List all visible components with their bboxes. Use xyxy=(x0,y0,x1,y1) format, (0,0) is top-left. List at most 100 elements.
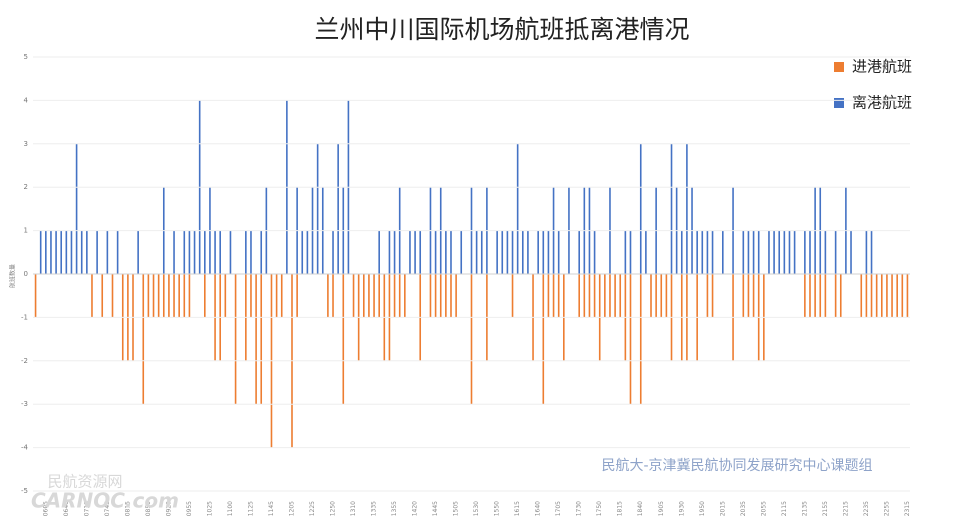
x-tick-label: 2115 xyxy=(781,501,788,516)
bar xyxy=(445,230,447,274)
bar xyxy=(116,230,119,274)
bar xyxy=(809,274,811,318)
bar xyxy=(475,230,478,274)
bar xyxy=(362,274,365,318)
bar xyxy=(219,230,221,274)
x-tick-label: 2155 xyxy=(822,501,829,516)
bar xyxy=(429,274,432,318)
bar xyxy=(39,230,42,274)
bar xyxy=(629,230,632,274)
legend-label: 进港航班 xyxy=(852,58,912,76)
bar xyxy=(609,274,611,318)
bar xyxy=(593,230,596,274)
bar xyxy=(378,230,380,274)
bar xyxy=(711,274,714,318)
y-tick-label: 2 xyxy=(24,183,28,191)
bar xyxy=(686,143,688,274)
bar xyxy=(414,230,416,274)
bar xyxy=(778,230,781,274)
bar xyxy=(537,230,539,274)
bar xyxy=(393,274,396,318)
bar xyxy=(378,274,380,318)
x-tick-label: 2055 xyxy=(760,501,767,516)
x-tick-label: 1025 xyxy=(206,501,213,516)
bar xyxy=(906,274,909,318)
chart-title: 兰州中川国际机场航班抵离港情况 xyxy=(314,15,689,44)
bar xyxy=(578,230,581,274)
x-tick-label: 1640 xyxy=(535,501,542,516)
source-mark: CARNOC.com xyxy=(31,489,179,513)
bar xyxy=(137,230,139,274)
bar xyxy=(660,274,663,318)
bar xyxy=(188,274,191,318)
y-tick-label: 1 xyxy=(24,227,28,235)
legend-swatch xyxy=(834,98,844,108)
x-tick-label: 1550 xyxy=(494,501,501,516)
x-tick-label: 0640 xyxy=(63,501,70,516)
x-tick-label: 1930 xyxy=(678,501,685,516)
bar xyxy=(880,274,883,318)
bar xyxy=(752,274,755,318)
bar xyxy=(470,274,473,405)
bar xyxy=(450,230,452,274)
bar xyxy=(460,230,463,274)
bar xyxy=(639,274,642,405)
bar xyxy=(696,230,698,274)
bar xyxy=(870,274,873,318)
x-tick-label: 0920 xyxy=(165,501,172,516)
bar xyxy=(204,274,206,318)
bar xyxy=(332,230,334,274)
x-tick-label: 1100 xyxy=(227,501,234,516)
watermark: 民航大-京津冀民航协同发展研究中心课题组 xyxy=(601,458,872,474)
bar xyxy=(757,230,760,274)
bar xyxy=(604,274,606,318)
bar xyxy=(722,230,724,274)
bar xyxy=(521,230,524,274)
bar xyxy=(639,143,642,274)
bar xyxy=(306,230,309,274)
y-tick-label: -5 xyxy=(21,487,28,495)
bar xyxy=(516,143,519,274)
bar xyxy=(511,230,514,274)
bar xyxy=(183,230,186,274)
x-tick-label: 1420 xyxy=(412,501,419,516)
bar xyxy=(50,230,52,274)
x-tick-label: 1335 xyxy=(371,501,378,516)
bar xyxy=(711,230,714,274)
bar xyxy=(101,274,104,318)
bar xyxy=(368,274,370,318)
bar xyxy=(168,274,170,318)
bar xyxy=(629,274,632,405)
y-tick-label: -4 xyxy=(21,444,29,452)
bar xyxy=(496,230,498,274)
bar xyxy=(901,274,904,318)
bar xyxy=(865,274,868,318)
bar xyxy=(706,230,709,274)
bar xyxy=(557,274,560,318)
bar xyxy=(645,230,647,274)
bar xyxy=(75,143,78,274)
y-axis-label: 航班数量 xyxy=(9,264,17,288)
bar xyxy=(45,230,47,274)
x-tick-label: 2015 xyxy=(719,501,726,516)
source-mark: 民航资源网 xyxy=(47,473,122,491)
bar xyxy=(665,274,668,318)
bar xyxy=(301,230,304,274)
bar xyxy=(434,230,437,274)
x-tick-label: 1125 xyxy=(247,501,254,516)
bar xyxy=(593,274,596,318)
bar xyxy=(480,230,483,274)
bar xyxy=(332,274,334,318)
bar xyxy=(91,274,93,318)
bar xyxy=(60,230,63,274)
bar xyxy=(352,274,355,318)
bar xyxy=(793,230,796,274)
bar xyxy=(327,274,329,318)
bar xyxy=(183,274,186,318)
bar xyxy=(162,274,165,318)
x-tick-label: 0850 xyxy=(145,501,152,516)
bar xyxy=(506,230,509,274)
bar xyxy=(680,230,683,274)
bar xyxy=(65,230,68,274)
